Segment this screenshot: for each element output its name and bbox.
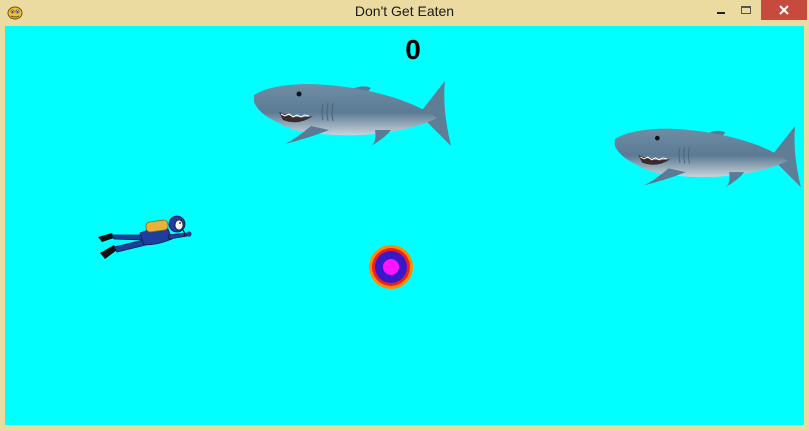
pygame-snake-icon: [7, 6, 23, 20]
maximize-button[interactable]: [734, 0, 758, 20]
minimize-button[interactable]: [709, 0, 733, 20]
window-title: Don't Get Eaten: [354, 3, 455, 19]
score-counter: 0: [405, 34, 421, 65]
close-button[interactable]: [761, 0, 807, 20]
close-icon: [779, 5, 789, 15]
shark-enemy: [614, 125, 801, 188]
shark-enemy: [254, 81, 451, 146]
target-orb-pickup: [369, 245, 413, 289]
game-canvas[interactable]: 0: [5, 26, 804, 425]
minimize-icon: [717, 12, 725, 14]
scuba-diver-player: [98, 215, 192, 259]
maximize-icon: [741, 6, 751, 14]
title-bar[interactable]: Don't Get Eaten: [0, 0, 809, 24]
